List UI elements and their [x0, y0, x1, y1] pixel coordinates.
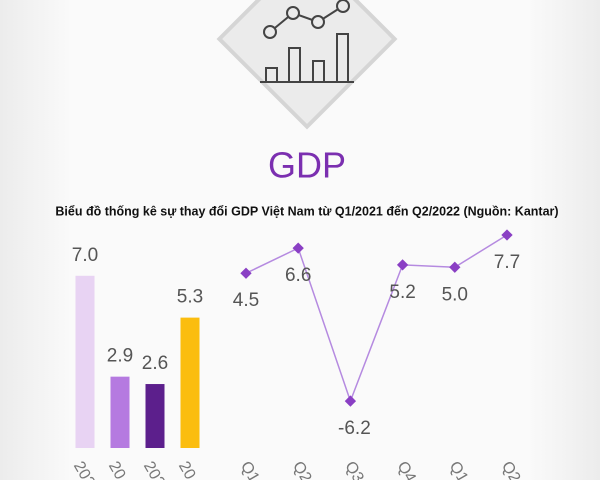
marker	[240, 267, 252, 279]
marker	[449, 261, 461, 273]
data-label: 7.0	[72, 245, 98, 266]
data-label: 7.7	[494, 252, 520, 273]
bar	[110, 376, 130, 448]
marker	[344, 395, 357, 407]
x-tick-label: 20	[105, 459, 129, 480]
data-label: 4.5	[233, 290, 259, 311]
data-label: 2.9	[107, 346, 133, 367]
marker	[396, 259, 409, 271]
data-label: 5.0	[442, 284, 468, 305]
data-label: 5.3	[177, 287, 203, 308]
x-tick-label: 20	[175, 459, 199, 480]
bar	[180, 317, 200, 448]
data-label: 5.2	[389, 282, 415, 303]
subtitle: Biểu đồ thống kê sự thay đổi GDP Việt Na…	[55, 204, 558, 218]
line	[245, 234, 508, 404]
title: GDP	[268, 145, 346, 186]
data-label: -6.2	[338, 418, 371, 439]
data-label: 6.6	[285, 265, 311, 286]
bar	[145, 384, 165, 448]
icon-badge	[216, 0, 398, 130]
data-label: 2.6	[142, 353, 168, 374]
marker	[501, 229, 513, 241]
marker	[292, 242, 304, 254]
bar	[75, 275, 95, 448]
